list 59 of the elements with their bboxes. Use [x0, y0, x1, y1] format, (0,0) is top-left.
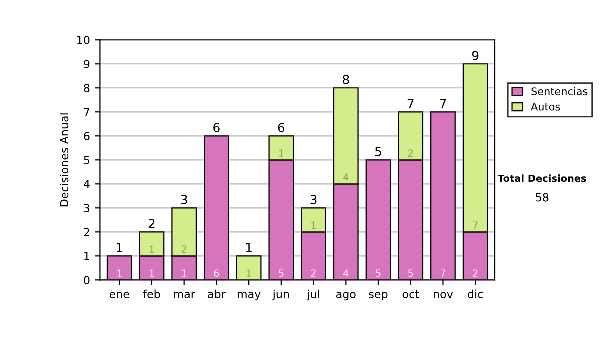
- legend-label: Autos: [531, 103, 560, 111]
- x-tick-label: ago: [336, 292, 356, 301]
- total-label: 9: [472, 51, 479, 60]
- data-label: 2: [473, 270, 478, 277]
- y-tick-label: 2: [84, 228, 90, 236]
- x-tick-label: oct: [402, 290, 420, 298]
- data-label: 1: [247, 270, 252, 277]
- data-label: 1: [118, 270, 122, 277]
- total-label: 1: [117, 243, 122, 252]
- data-label: 1: [150, 270, 154, 277]
- y-tick-label: 4: [84, 180, 90, 188]
- data-label: 1: [150, 246, 154, 253]
- data-label: 2: [182, 246, 186, 253]
- data-label: 7: [473, 222, 478, 229]
- data-label: 7: [440, 270, 446, 277]
- total-label: 3: [310, 195, 317, 205]
- y-tick-label: 6: [84, 132, 90, 141]
- x-tick-label: jul: [306, 290, 320, 301]
- data-label: 4: [344, 270, 349, 277]
- y-tick-label: 3: [84, 204, 90, 213]
- data-label: 5: [279, 270, 284, 277]
- text: 58: [536, 193, 549, 202]
- data-label: 2: [311, 270, 316, 277]
- data-label: 6: [214, 270, 220, 277]
- x-tick-label: nov: [434, 292, 454, 298]
- data-label: 1: [312, 222, 316, 229]
- data-label: 5: [376, 270, 381, 277]
- x-tick-label: mar: [174, 292, 196, 298]
- total-label: 7: [440, 99, 446, 108]
- total-label: 5: [375, 147, 382, 157]
- y-tick-label: 0: [84, 276, 90, 285]
- x-tick-label: sep: [369, 292, 388, 301]
- y-tick-label: 10: [78, 36, 90, 44]
- data-label: 1: [279, 150, 284, 157]
- x-tick-label: dic: [468, 290, 484, 298]
- total-label: 6: [214, 123, 220, 133]
- total-label: 7: [408, 99, 414, 108]
- total-label: 8: [343, 75, 350, 85]
- x-tick-label: may: [238, 292, 261, 301]
- total-label: 3: [181, 195, 188, 205]
- x-tick-label: abr: [208, 290, 226, 298]
- y-tick-label: 8: [84, 84, 90, 93]
- total-label: 6: [278, 123, 285, 133]
- x-tick-label: feb: [143, 290, 160, 298]
- x-tick-label: jun: [272, 290, 290, 301]
- total-label: 2: [148, 219, 155, 228]
- total-label: 1: [246, 243, 252, 252]
- y-tick-label: 9: [84, 60, 90, 69]
- data-label: 5: [408, 270, 414, 277]
- text: Total Decisiones: [498, 174, 586, 182]
- y-axis-title: Decisiones Anual: [60, 114, 69, 207]
- data-label: 4: [344, 174, 349, 181]
- y-tick-label: 1: [84, 252, 90, 260]
- y-tick-label: 7: [84, 108, 90, 116]
- x-tick-label: ene: [110, 292, 130, 298]
- legend-label: Sentencias: [532, 87, 588, 96]
- data-label: 2: [408, 150, 413, 157]
- data-label: 1: [182, 270, 187, 277]
- y-tick-label: 5: [84, 156, 90, 165]
